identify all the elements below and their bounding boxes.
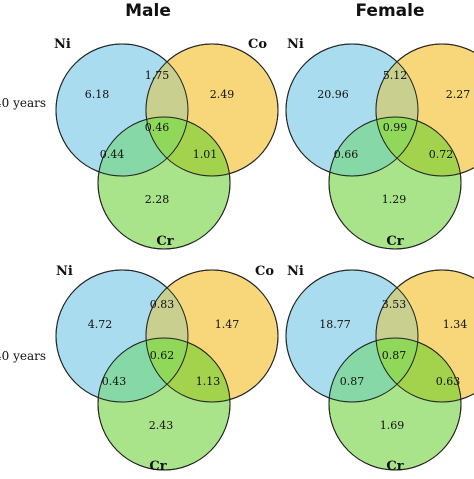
column-title-male: Male (125, 1, 171, 21)
value-cr-only: 2.43 (149, 419, 174, 432)
value-co-only: 1.47 (215, 318, 240, 331)
row-label-top: 40 years (0, 96, 46, 110)
value-all: 0.62 (150, 349, 175, 362)
value-co-only: 2.27 (446, 88, 471, 101)
set-label-cr: Cr (149, 459, 166, 474)
set-label-cr: Cr (386, 234, 403, 249)
value-ni-cr: 0.44 (100, 148, 125, 161)
set-label-cr: Cr (386, 459, 403, 474)
row-label-bottom: 40 years (0, 349, 46, 363)
value-ni-cr: 0.43 (102, 375, 127, 388)
value-co-cr: 0.72 (429, 148, 454, 161)
value-ni-cr: 0.87 (340, 375, 365, 388)
set-label-ni: Ni (54, 37, 71, 52)
set-label-co: Co (248, 37, 267, 52)
value-co-only: 1.34 (443, 318, 468, 331)
value-cr-only: 1.29 (382, 193, 407, 206)
set-label-cr: Cr (156, 234, 173, 249)
column-title-female: Female (356, 1, 425, 21)
set-label-ni: Ni (287, 264, 304, 279)
value-ni-only: 6.18 (85, 88, 110, 101)
value-co-cr: 1.13 (196, 375, 221, 388)
set-label-ni: Ni (56, 264, 73, 279)
value-ni-cr: 0.66 (334, 148, 359, 161)
value-ni-only: 20.96 (317, 88, 349, 101)
value-co-cr: 1.01 (193, 148, 218, 161)
value-co-cr: 0.63 (436, 375, 461, 388)
value-ni-co: 3.53 (382, 298, 407, 311)
value-ni-co: 1.75 (145, 69, 170, 82)
value-cr-only: 2.28 (145, 193, 170, 206)
value-cr-only: 1.69 (380, 419, 405, 432)
value-ni-only: 18.77 (319, 318, 351, 331)
value-ni-co: 5.12 (383, 69, 408, 82)
value-co-only: 2.49 (210, 88, 235, 101)
value-all: 0.46 (145, 121, 170, 134)
value-all: 0.87 (382, 349, 407, 362)
value-all: 0.99 (383, 121, 408, 134)
value-ni-only: 4.72 (88, 318, 113, 331)
value-ni-co: 0.83 (150, 298, 175, 311)
set-label-ni: Ni (287, 37, 304, 52)
set-label-co: Co (255, 264, 274, 279)
